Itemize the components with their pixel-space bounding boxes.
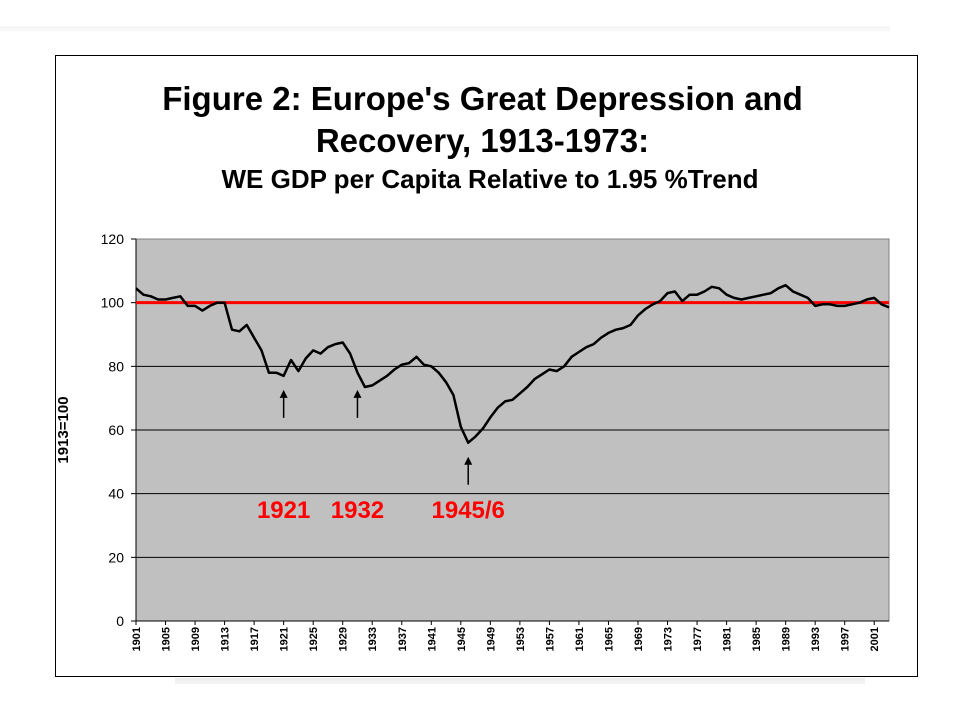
x-tick-label: 1901 <box>131 627 143 651</box>
x-tick-label: 1905 <box>161 627 173 651</box>
chart-title-line2: Recovery, 1913-1973: <box>315 122 650 159</box>
y-axis-label: 1913=100 <box>55 396 72 463</box>
y-tick-label: 80 <box>108 358 124 374</box>
annotation-label: 1932 <box>331 497 384 524</box>
y-tick-label: 100 <box>101 295 125 311</box>
x-tick-label: 1965 <box>603 627 615 651</box>
x-tick-label: 1945 <box>456 627 468 651</box>
x-tick-label: 1977 <box>692 627 704 651</box>
y-tick-label: 0 <box>116 613 124 629</box>
x-tick-label: 1993 <box>810 627 822 651</box>
x-tick-label: 1989 <box>781 627 793 651</box>
x-tick-label: 1949 <box>485 627 497 651</box>
x-tick-label: 1913 <box>220 627 232 651</box>
x-tick-label: 1997 <box>840 627 852 651</box>
x-tick-label: 1937 <box>397 627 409 651</box>
annotation-arrow-head <box>464 456 473 465</box>
x-tick-label: 1969 <box>633 627 645 651</box>
x-tick-label: 1929 <box>338 627 350 651</box>
y-tick-label: 40 <box>108 486 124 502</box>
x-tick-label: 1961 <box>574 627 586 651</box>
x-tick-label: 1981 <box>722 627 734 651</box>
annotation-label: 1945/6 <box>432 497 505 524</box>
x-tick-label: 1917 <box>249 627 261 651</box>
y-tick-label: 20 <box>108 549 124 565</box>
chart-title: Figure 2: Europe's Great Depression and <box>162 80 803 117</box>
y-tick-label: 120 <box>101 231 125 247</box>
x-tick-label: 1953 <box>515 627 527 651</box>
y-tick-label: 60 <box>108 422 124 438</box>
top-shadow-decoration <box>0 26 890 32</box>
x-tick-label: 1921 <box>279 627 291 651</box>
x-tick-label: 1957 <box>544 627 556 651</box>
x-tick-label: 1973 <box>663 627 675 651</box>
annotation-arrow-head <box>353 389 362 398</box>
annotation-label: 1921 <box>257 497 310 524</box>
x-tick-label: 2001 <box>869 627 881 651</box>
bottom-shadow-decoration <box>175 678 865 684</box>
annotation-arrow-head <box>279 389 288 398</box>
x-tick-label: 1941 <box>426 627 438 651</box>
x-tick-label: 1909 <box>190 627 202 651</box>
x-tick-label: 1925 <box>308 627 320 651</box>
gdp-per-capita-line <box>135 283 890 444</box>
x-tick-label: 1985 <box>751 627 763 651</box>
chart-subtitle: WE GDP per Capita Relative to 1.95 %Tren… <box>221 164 759 194</box>
x-tick-label: 1933 <box>367 627 379 651</box>
